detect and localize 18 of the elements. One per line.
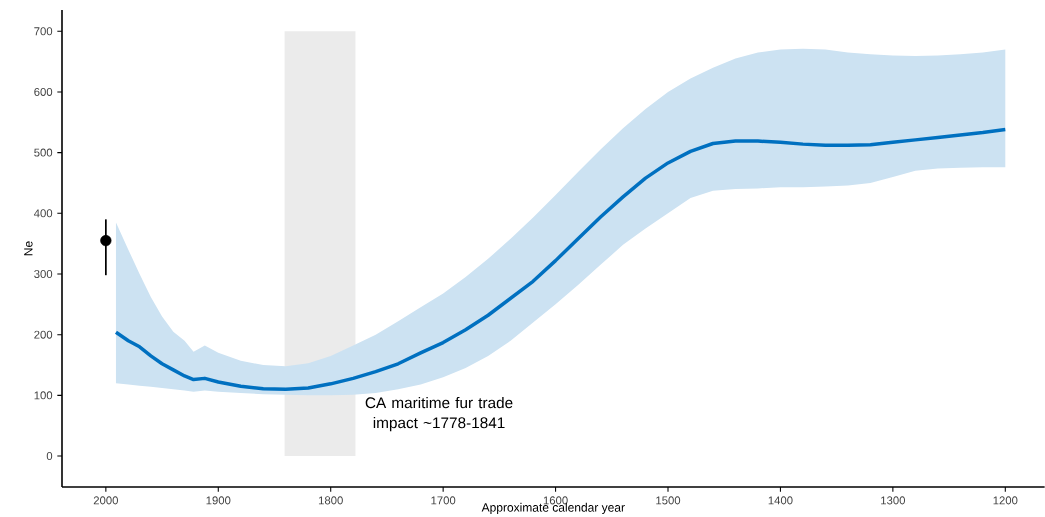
x-tick-label: 1500 — [656, 496, 681, 505]
x-tick-label: 1300 — [881, 496, 906, 505]
y-tick-label: 400 — [33, 209, 53, 218]
y-tick-label: 500 — [34, 148, 53, 157]
x-tick-label: 2000 — [93, 496, 118, 505]
y-tick-label: 300 — [34, 269, 53, 278]
annotation: CA maritime fur trade impact ~1778-1841 — [365, 396, 513, 432]
y-tick-label: 0 — [46, 452, 53, 461]
x-tick-label: 1900 — [206, 496, 231, 505]
x-tick-label: 1700 — [431, 496, 456, 505]
y-axis-title: Ne — [24, 241, 33, 256]
x-tick-label: 1800 — [318, 496, 343, 505]
y-tick-label: 700 — [34, 27, 53, 36]
x-tick-label: 1200 — [993, 496, 1018, 505]
y-tick-label: 200 — [34, 330, 53, 339]
x-tick-label: 1400 — [768, 496, 793, 505]
y-tick-label: 600 — [34, 87, 53, 96]
y-tick-label: 100 — [34, 391, 53, 400]
